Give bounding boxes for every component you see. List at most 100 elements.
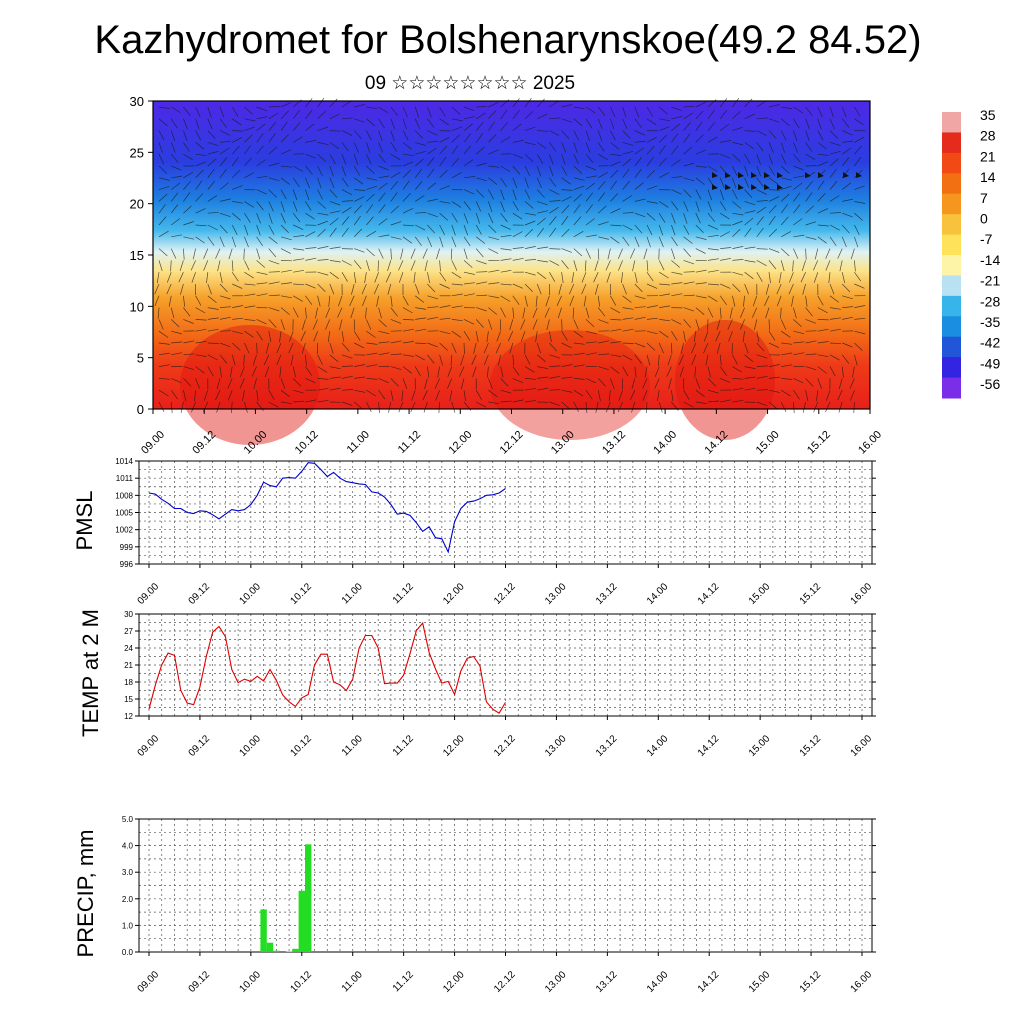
wind-barb — [524, 271, 536, 276]
wind-barb — [829, 158, 839, 167]
wind-barb — [171, 352, 183, 356]
wind-barb — [427, 224, 436, 234]
wind-barb — [768, 342, 780, 349]
wind-barb — [524, 177, 529, 189]
wind-barb — [496, 331, 501, 342]
wind-barb — [402, 295, 409, 306]
wind-barb — [411, 390, 416, 401]
wind-barb — [598, 366, 609, 371]
x-tick-label: 15.00 — [747, 733, 773, 759]
wind-barb — [232, 305, 244, 308]
wind-barb — [451, 236, 457, 248]
wind-barb — [744, 217, 754, 226]
wind-barb — [573, 352, 585, 356]
wind-barb — [805, 319, 817, 324]
wind-barb — [219, 106, 225, 118]
wind-barb — [793, 118, 800, 129]
wind-barb — [715, 331, 721, 342]
wind-barb — [817, 106, 823, 118]
wind-barb — [776, 295, 782, 307]
wind-barb — [561, 196, 572, 202]
precip-bar — [298, 890, 305, 952]
wind-barb — [841, 182, 852, 190]
wind-barb — [227, 378, 233, 389]
wind-barb — [667, 354, 672, 366]
wind-barb — [500, 165, 511, 172]
wind-flag — [805, 172, 811, 178]
wind-barb — [414, 168, 422, 179]
wind-barb — [780, 216, 789, 226]
wind-barb — [671, 248, 676, 260]
wind-barb — [439, 145, 448, 155]
wind-barb — [414, 118, 421, 129]
wind-barb — [524, 387, 536, 391]
wind-barb — [231, 354, 236, 366]
wind-barb — [512, 177, 518, 189]
wind-barb — [780, 319, 787, 330]
wind-barb — [390, 366, 402, 370]
wind-barb — [402, 307, 413, 314]
wind-barb — [378, 341, 390, 344]
x-tick-label: 12.00 — [441, 733, 467, 759]
wind-barb — [154, 295, 160, 307]
wind-barb — [549, 189, 560, 195]
wind-barb — [549, 354, 561, 359]
wind-barb — [781, 342, 793, 345]
wind-barb — [793, 401, 795, 414]
wind-barb — [707, 201, 713, 212]
wind-barb — [463, 331, 471, 341]
wind-barb — [768, 118, 780, 123]
wind-barb — [732, 271, 744, 276]
wind-barb — [695, 149, 707, 155]
wind-barb — [231, 272, 239, 282]
wind-barb — [512, 153, 524, 159]
wind-barb — [573, 260, 578, 272]
wind-barb — [756, 130, 767, 136]
wind-barb — [427, 236, 433, 248]
wind-barb — [488, 149, 499, 155]
wind-barb — [317, 212, 329, 216]
wind-barb — [228, 248, 233, 260]
wind-barb — [207, 366, 214, 377]
wind-barb — [219, 330, 232, 332]
wind-barb — [817, 236, 827, 244]
wind-barb — [338, 295, 343, 307]
wind-barb — [402, 153, 414, 157]
wind-barb — [793, 130, 798, 142]
wind-barb — [597, 106, 606, 116]
wind-barb — [744, 113, 755, 120]
wind-barb — [366, 204, 374, 214]
wind-barb — [561, 401, 571, 410]
wind-barb — [166, 272, 172, 283]
wind-barb — [195, 224, 207, 227]
wind-barb — [341, 130, 353, 136]
wind-barb — [695, 213, 701, 224]
wind-barb — [716, 319, 721, 331]
wind-barb — [219, 182, 229, 190]
wind-barb — [439, 224, 445, 235]
wind-barb — [364, 272, 367, 284]
wind-barb — [671, 390, 674, 402]
wind-barb — [854, 330, 866, 335]
wind-barb — [549, 401, 560, 406]
wind-barb — [353, 130, 362, 139]
wind-barb — [500, 269, 512, 273]
y-tick-label: 21 — [124, 661, 133, 670]
wind-barb — [683, 236, 693, 244]
wind-barb — [707, 165, 718, 172]
wind-barb — [374, 272, 379, 283]
wind-barb — [536, 283, 542, 295]
wind-barb — [805, 307, 813, 317]
wind-barb — [240, 366, 245, 378]
wind-barb — [842, 316, 854, 320]
wind-barb — [353, 272, 357, 284]
colorbar-label: -56 — [980, 376, 1000, 392]
wind-barb — [768, 104, 780, 108]
wind-barb — [500, 121, 508, 131]
wind-barb — [378, 330, 390, 335]
wind-barb — [317, 259, 329, 261]
wind-barb — [585, 118, 593, 129]
y-axis-label: PRECIP, mm — [73, 830, 98, 958]
wind-barb — [671, 176, 683, 179]
wind-barb — [460, 378, 465, 390]
